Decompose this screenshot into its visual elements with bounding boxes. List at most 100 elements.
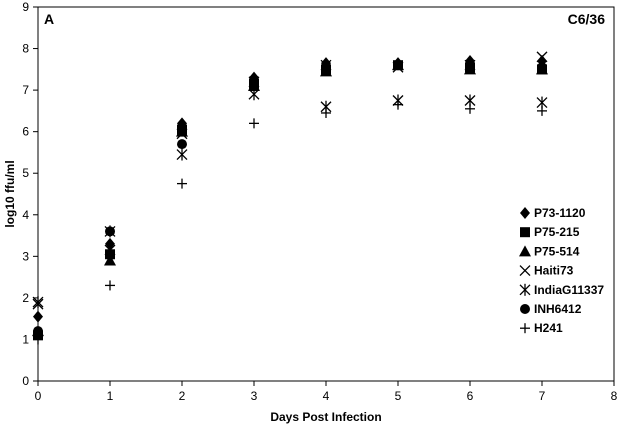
triangle-marker [176,125,188,137]
series-h241 [33,99,547,345]
data-point [537,55,547,68]
y-tick-label: 6 [22,125,29,139]
legend-item: IndiaG11337 [519,283,604,297]
data-point [248,79,260,91]
legend-item: P73-1120 [520,206,586,220]
legend-label: P75-514 [534,244,580,258]
data-point [33,334,43,345]
y-axis: 0 1 2 3 4 5 6 7 8 9 [22,0,38,388]
data-points [32,51,548,345]
x-marker-stroke [536,51,548,63]
triangle-marker [104,254,116,266]
x-marker-stroke [104,244,116,256]
y-tick-label: 1 [22,332,29,346]
legend-item: Haiti73 [519,264,574,278]
x-tick-label: 0 [35,389,42,403]
legend-label: H241 [534,321,563,335]
triangle-marker [519,245,531,257]
data-point [537,105,547,116]
x-tick-label: 1 [107,389,114,403]
x-tick-label: 5 [395,389,402,403]
y-axis-title: log10 ffu/ml [3,160,17,227]
data-point [33,326,43,337]
y-tick-label: 3 [22,249,29,263]
x-axis-title: Days Post Infection [270,410,381,424]
legend: P73-1120 P75-215 P75-514 Haiti73 IndiaG11337… [519,206,604,335]
data-point [176,125,188,137]
circle-marker [177,139,187,150]
data-point [177,117,187,130]
data-point [104,254,116,266]
square-marker [520,227,530,238]
x-tick-label: 8 [611,389,618,403]
data-point [537,62,547,73]
x-marker-stroke [519,265,531,277]
y-tick-label: 9 [22,0,29,14]
series-inh6412 [33,60,547,337]
diamond-marker [537,55,547,68]
legend-marker [520,304,530,314]
legend-item: P75-514 [519,244,580,258]
cell-line-label: C6/36 [568,11,606,27]
data-point [248,88,260,101]
data-point [105,249,115,260]
data-point [177,139,187,150]
data-point [321,107,331,118]
data-point [105,226,115,237]
legend-label: Haiti73 [534,264,574,278]
data-point [177,178,187,189]
y-tick-label: 2 [22,291,29,305]
data-point [249,118,259,129]
circle-marker [249,74,259,85]
panel-label: A [44,11,54,27]
legend-marker [520,323,530,334]
data-point [176,148,188,161]
data-point [465,103,475,114]
x-axis: 0 1 2 3 4 5 6 7 8 [35,381,618,403]
circle-marker [465,60,475,71]
data-point [32,296,44,309]
data-point [465,60,475,71]
data-point [249,74,259,85]
x-tick-label: 7 [539,389,546,403]
square-marker [105,249,115,260]
data-point [321,64,331,75]
legend-marker [519,245,531,257]
diamond-marker [33,310,43,323]
x-tick-label: 2 [179,389,186,403]
circle-marker [321,64,331,75]
legend-marker [520,227,530,238]
data-point [104,244,116,256]
x-tick-label: 4 [323,389,330,403]
circle-marker [393,60,403,71]
circle-marker [537,62,547,73]
legend-item: INH6412 [520,302,582,316]
y-tick-label: 5 [22,166,29,180]
y-tick-label: 7 [22,83,29,97]
circle-marker [105,226,115,237]
circle-marker [520,304,530,314]
data-point [33,310,43,323]
y-tick-label: 4 [22,208,29,222]
x-tick-label: 6 [467,389,474,403]
legend-item: P75-215 [520,225,580,239]
legend-label: P73-1120 [534,206,586,220]
legend-marker [519,283,531,296]
y-tick-label: 8 [22,42,29,56]
x-marker-stroke [176,128,188,140]
y-tick-label: 0 [22,374,29,388]
legend-marker [519,265,531,277]
x-tick-label: 3 [251,389,258,403]
legend-item: H241 [520,321,563,335]
diamond-marker [520,207,530,219]
legend-marker [520,207,530,219]
data-point [105,280,115,291]
triangle-marker [248,79,260,91]
data-point [393,60,403,71]
legend-label: IndiaG11337 [534,283,604,297]
legend-label: INH6412 [534,302,582,316]
data-point [176,128,188,140]
data-point [393,99,403,110]
diamond-marker [177,117,187,130]
